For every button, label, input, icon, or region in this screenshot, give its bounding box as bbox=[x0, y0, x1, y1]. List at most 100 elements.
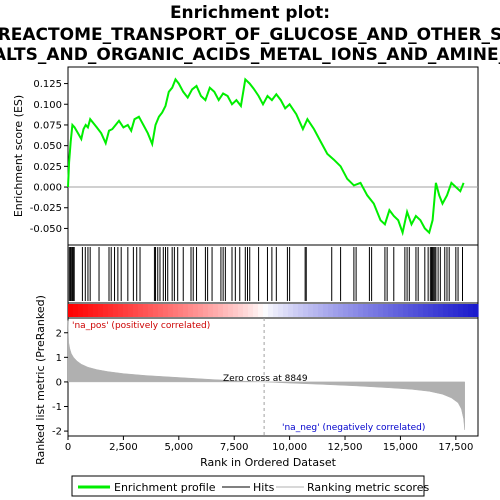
colorbar-segment bbox=[378, 304, 384, 317]
colorbar-segment bbox=[118, 304, 124, 317]
colorbar-segment bbox=[298, 304, 304, 317]
colorbar-segment bbox=[308, 304, 314, 317]
colorbar-segment bbox=[68, 304, 74, 317]
colorbar-segment bbox=[438, 304, 444, 317]
hits-layer bbox=[68, 247, 463, 301]
es-y-tick-label: 0.075 bbox=[33, 120, 62, 131]
colorbar-segment bbox=[143, 304, 149, 317]
colorbar-segment bbox=[303, 304, 309, 317]
colorbar-segment bbox=[168, 304, 174, 317]
legend-label-enrichment: Enrichment profile bbox=[114, 481, 216, 494]
colorbar-segment bbox=[178, 304, 184, 317]
colorbar-segment bbox=[333, 304, 339, 317]
colorbar-segment bbox=[398, 304, 404, 317]
colorbar-segment bbox=[403, 304, 409, 317]
metric-y-axis-label: Ranked list metric (PreRanked) bbox=[34, 295, 47, 465]
colorbar-segment bbox=[433, 304, 439, 317]
colorbar-segment bbox=[423, 304, 429, 317]
es-profile-line bbox=[67, 77, 465, 237]
metric-y-tick-label: 2 bbox=[56, 328, 62, 339]
colorbar-segment bbox=[183, 304, 189, 317]
colorbar-segment bbox=[313, 304, 319, 317]
colorbar-segment bbox=[113, 304, 119, 317]
colorbar-segment bbox=[253, 304, 259, 317]
colorbar-segment bbox=[123, 304, 129, 317]
neg-correlated-label: 'na_neg' (negatively correlated) bbox=[282, 423, 425, 433]
metric-y-axis: -2 -1 0 1 2 bbox=[52, 328, 68, 438]
colorbar-segment bbox=[258, 304, 264, 317]
x-tick-label: 15,000 bbox=[383, 442, 418, 453]
colorbar-segment bbox=[353, 304, 359, 317]
colorbar-segment bbox=[223, 304, 229, 317]
colorbar-segment bbox=[163, 304, 169, 317]
colorbar-segment bbox=[248, 304, 254, 317]
colorbar-segment bbox=[443, 304, 449, 317]
es-y-tick-label: 0.025 bbox=[33, 162, 62, 173]
colorbar-segment bbox=[93, 304, 99, 317]
colorbar-segment bbox=[238, 304, 244, 317]
es-y-tick-label: 0.000 bbox=[33, 183, 62, 194]
colorbar-segment bbox=[243, 304, 249, 317]
colorbar-segment bbox=[283, 304, 289, 317]
legend: Enrichment profile Hits Ranking metric s… bbox=[71, 475, 429, 497]
colorbar-segment bbox=[273, 304, 279, 317]
colorbar-segment bbox=[383, 304, 389, 317]
x-tick-label: 10,000 bbox=[272, 442, 307, 453]
ranking-colorbar bbox=[68, 304, 479, 317]
colorbar-segment bbox=[458, 304, 464, 317]
colorbar-segment bbox=[288, 304, 294, 317]
colorbar-segment bbox=[78, 304, 84, 317]
colorbar-segment bbox=[148, 304, 154, 317]
legend-frame bbox=[71, 475, 425, 497]
colorbar-segment bbox=[328, 304, 334, 317]
x-tick-label: 2,500 bbox=[109, 442, 138, 453]
es-y-axis: -0.050 -0.025 0.000 0.025 0.050 0.075 0.100 0.1… bbox=[30, 79, 68, 235]
pos-correlated-label: 'na_pos' (positively correlated) bbox=[72, 321, 210, 331]
colorbar-segment bbox=[133, 304, 139, 317]
colorbar-segment bbox=[418, 304, 424, 317]
metric-area-layer bbox=[67, 318, 465, 436]
chart-title-line2: REACTOME_TRANSPORT_OF_GLUCOSE_AND_OTHER_… bbox=[0, 25, 500, 45]
colorbar-segment bbox=[233, 304, 239, 317]
colorbar-segment bbox=[103, 304, 109, 317]
colorbar-segment bbox=[408, 304, 414, 317]
chart-title-line1: Enrichment plot: bbox=[170, 3, 330, 23]
colorbar-segment bbox=[158, 304, 164, 317]
colorbar-segment bbox=[463, 304, 469, 317]
colorbar-segment bbox=[173, 304, 179, 317]
colorbar-segment bbox=[213, 304, 219, 317]
metric-y-tick-label: -2 bbox=[52, 427, 62, 438]
colorbar-segment bbox=[368, 304, 374, 317]
x-tick-label: 5,000 bbox=[164, 442, 193, 453]
colorbar-segment bbox=[453, 304, 459, 317]
metric-y-tick-label: 1 bbox=[56, 353, 62, 364]
colorbar-segment bbox=[388, 304, 394, 317]
colorbar-segment bbox=[428, 304, 434, 317]
colorbar-segment bbox=[88, 304, 94, 317]
colorbar-segment bbox=[268, 304, 274, 317]
colorbar-segment bbox=[363, 304, 369, 317]
colorbar-segment bbox=[208, 304, 214, 317]
colorbar-segment bbox=[318, 304, 324, 317]
colorbar-segment bbox=[198, 304, 204, 317]
colorbar-segment bbox=[203, 304, 209, 317]
x-tick-label: 0 bbox=[65, 442, 71, 453]
chart-title-line3: ALTS_AND_ORGANIC_ACIDS_METAL_IONS_AND_AM… bbox=[0, 45, 500, 65]
colorbar-segment bbox=[278, 304, 284, 317]
x-tick-label: 7,500 bbox=[220, 442, 249, 453]
es-profile-layer bbox=[67, 77, 465, 237]
x-tick-label: 12,500 bbox=[328, 442, 363, 453]
colorbar-segment bbox=[473, 304, 479, 317]
x-axis-label: Rank in Ordered Dataset bbox=[200, 456, 337, 469]
colorbar-segment bbox=[263, 304, 269, 317]
colorbar-segment bbox=[218, 304, 224, 317]
colorbar-segment bbox=[108, 304, 114, 317]
colorbar-segment bbox=[468, 304, 474, 317]
hits-panel-frame bbox=[67, 244, 479, 304]
zero-cross-label: Zero cross at 8849 bbox=[223, 374, 308, 384]
metric-x-axis: 0 2,500 5,000 7,500 10,000 12,500 15,000 17,500 bbox=[65, 436, 473, 453]
colorbar-segment bbox=[73, 304, 79, 317]
es-y-tick-label: 0.125 bbox=[33, 79, 62, 90]
colorbar-segment bbox=[448, 304, 454, 317]
colorbar-segment bbox=[358, 304, 364, 317]
